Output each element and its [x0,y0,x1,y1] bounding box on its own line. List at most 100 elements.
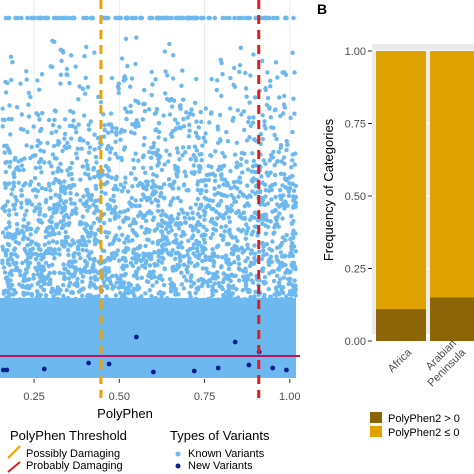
known-variant-point [220,280,226,285]
known-variant-point [179,240,184,245]
known-variant-point [11,180,16,185]
known-variant-point [75,146,81,151]
known-variant-point [231,284,236,289]
known-variant-point [173,15,179,21]
known-variant-point [187,128,192,133]
known-variant-point [222,154,227,159]
known-variant-point [53,177,58,182]
known-variant-point [183,150,188,155]
known-variant-point [252,137,257,142]
known-variant-point [113,183,118,189]
known-variant-point [116,214,121,219]
known-variant-point [73,268,79,273]
known-variant-point [223,253,229,258]
known-variant-point [96,94,101,100]
known-variant-point [19,163,25,168]
known-variant-point [73,125,78,130]
known-variant-point [126,239,132,244]
known-variant-point [41,149,47,154]
known-variant-point [209,164,214,170]
panel-label-b: B [317,1,327,17]
known-variant-point [39,170,44,175]
known-variant-point [216,281,221,286]
known-variant-point [153,110,159,115]
known-variant-point [229,203,234,208]
x-tick-label: 0.25 [23,391,44,403]
known-variant-point [238,180,243,185]
known-variant-point [150,178,155,184]
known-variant-point [142,109,148,114]
known-variant-point [172,117,178,122]
known-variant-point [78,198,83,203]
known-variant-point [267,106,272,111]
known-variant-point [164,96,170,102]
known-variant-point [75,276,80,282]
known-variant-point [24,227,30,232]
known-variant-point [226,241,231,247]
known-variant-point [27,260,33,266]
known-variant-point [139,275,145,280]
known-variant-point [122,240,127,245]
known-variant-point [150,283,155,288]
known-variant-point [212,253,218,259]
known-variant-point [187,290,192,296]
known-variant-point [279,296,284,302]
known-variant-point [70,15,76,21]
known-variant-point [261,253,266,258]
known-variant-point [147,270,153,275]
known-variant-point [280,285,286,290]
known-variant-point [49,130,54,136]
known-variant-point [289,292,295,297]
known-variant-point [33,153,38,158]
known-variant-point [253,163,259,168]
known-variant-point [198,202,204,207]
known-variant-point [40,110,45,116]
known-variant-point [186,259,192,265]
known-variant-point [208,296,213,301]
known-variant-point [176,226,182,231]
known-variant-point [278,171,284,176]
known-variant-point [194,76,199,82]
known-variant-point [195,287,200,292]
known-variant-point [1,265,7,270]
x-tick-label: 0.75 [194,391,215,403]
known-variant-point [141,185,146,191]
known-variant-point [25,129,30,135]
known-variant-point [67,123,73,129]
new-variants-points [1,334,289,375]
known-variant-point [168,224,173,229]
known-variant-point [236,208,241,214]
known-variant-point [32,208,37,214]
known-variant-point [175,174,180,179]
known-variant-point [175,165,180,170]
known-variant-point [106,266,111,271]
known-variant-point [53,129,59,134]
known-variant-point [218,57,223,62]
known-variant-point [112,235,118,240]
known-variant-point [272,163,277,168]
new-variant-point [41,366,47,372]
known-variant-point [192,144,198,149]
known-variant-point [182,274,187,279]
legend-key-le [370,426,382,437]
known-variant-point [85,208,90,213]
known-variant-point [84,248,90,253]
known-variant-point [61,262,66,267]
known-variant-point [200,258,205,264]
known-variant-point [130,238,135,243]
known-variant-point [163,242,168,247]
known-variant-point [59,184,64,190]
known-variant-point [26,90,32,96]
known-variant-point [125,234,131,239]
known-variant-point [35,272,41,277]
known-variant-point [21,292,26,297]
known-variant-point [131,166,137,171]
new-variant-point [270,365,276,371]
known-variant-point [54,156,59,161]
known-variant-point [51,210,56,216]
known-variant-point [130,263,136,269]
known-variant-point [178,199,183,204]
known-variant-point [118,130,123,135]
known-variant-point [242,216,248,221]
known-variant-point [148,155,154,160]
